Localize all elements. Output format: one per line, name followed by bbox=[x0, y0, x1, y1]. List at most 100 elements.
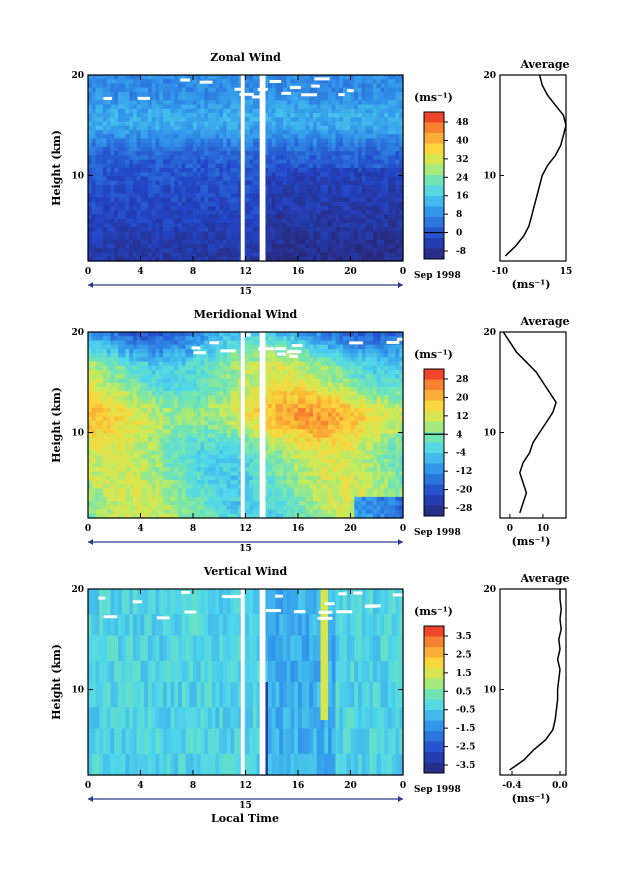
heatmap-cell bbox=[234, 172, 239, 178]
heatmap-cell bbox=[301, 176, 307, 182]
heatmap-cell bbox=[376, 134, 382, 140]
heatmap-cell bbox=[170, 454, 175, 460]
heatmap-cell bbox=[121, 210, 127, 216]
heatmap-cell bbox=[335, 79, 340, 85]
heatmap-cell bbox=[268, 117, 273, 123]
heatmap-cell bbox=[320, 79, 325, 85]
heatmap-cell bbox=[196, 138, 202, 144]
heatmap-cell bbox=[223, 214, 228, 220]
heatmap-cell bbox=[140, 117, 145, 123]
heatmap-cell bbox=[99, 382, 104, 388]
heatmap-cell bbox=[110, 91, 115, 97]
heatmap-cell bbox=[155, 332, 160, 337]
heatmap-cell bbox=[223, 163, 228, 169]
heatmap-cell bbox=[316, 151, 322, 156]
heatmap-cell bbox=[320, 91, 325, 97]
heatmap-cell bbox=[151, 125, 157, 131]
heatmap-cell bbox=[133, 134, 138, 140]
heatmap-cell bbox=[181, 467, 187, 473]
heatmap-cell bbox=[103, 458, 108, 464]
heatmap-cell bbox=[391, 155, 397, 161]
heatmap-cell bbox=[148, 378, 153, 384]
heatmap-cell bbox=[283, 197, 288, 203]
heatmap-cell bbox=[365, 206, 370, 211]
heatmap-cell bbox=[245, 193, 250, 199]
heatmap-cell bbox=[350, 218, 355, 224]
heatmap-cell bbox=[106, 252, 112, 258]
heatmap-cell bbox=[223, 159, 228, 165]
heatmap-cell bbox=[133, 113, 138, 118]
heatmap-cell bbox=[286, 256, 292, 262]
heatmap-cell bbox=[189, 189, 194, 194]
heatmap-cell bbox=[151, 239, 157, 245]
heatmap-cell bbox=[140, 399, 145, 405]
heatmap-cell bbox=[331, 117, 337, 123]
heatmap-cell bbox=[121, 146, 127, 152]
heatmap-cell bbox=[121, 83, 127, 89]
heatmap-cell bbox=[125, 129, 130, 135]
heatmap-cell bbox=[384, 125, 389, 131]
heatmap-cell bbox=[121, 75, 127, 80]
heatmap-cell bbox=[185, 214, 190, 220]
heatmap-cell bbox=[298, 210, 303, 216]
heatmap-cell bbox=[343, 117, 348, 123]
heatmap-cell bbox=[320, 201, 325, 207]
heatmap-cell bbox=[121, 484, 127, 490]
heatmap-cell bbox=[388, 138, 393, 144]
heatmap-cell bbox=[155, 113, 160, 118]
heatmap-cell bbox=[151, 176, 157, 182]
heatmap-cell bbox=[106, 87, 112, 93]
heatmap-cell bbox=[136, 370, 142, 375]
heatmap-cell bbox=[129, 429, 134, 435]
heatmap-cell bbox=[316, 172, 322, 178]
heatmap-cell bbox=[343, 146, 348, 152]
heatmap-cell bbox=[309, 138, 314, 144]
heatmap-cell bbox=[129, 252, 134, 258]
heatmap-cell bbox=[219, 87, 224, 93]
heatmap-cell bbox=[185, 125, 190, 131]
heatmap-cell bbox=[166, 134, 172, 140]
heatmap-cell bbox=[391, 138, 397, 144]
heatmap-cell bbox=[178, 172, 183, 178]
heatmap-cell bbox=[395, 252, 400, 258]
heatmap-cell bbox=[380, 142, 385, 148]
heatmap-cell bbox=[148, 353, 153, 358]
heatmap-cell bbox=[185, 420, 190, 426]
heatmap-cell bbox=[384, 151, 389, 156]
heatmap-cell bbox=[275, 172, 280, 178]
heatmap-cell bbox=[204, 210, 209, 216]
heatmap-cell bbox=[279, 210, 284, 216]
heatmap-cell bbox=[110, 357, 115, 363]
heatmap-cell bbox=[219, 189, 224, 194]
heatmap-cell bbox=[245, 218, 250, 224]
heatmap-cell bbox=[271, 104, 277, 110]
heatmap-cell bbox=[106, 441, 112, 447]
colorbar-frame bbox=[423, 111, 445, 260]
heatmap-cell bbox=[283, 231, 288, 237]
heatmap-cell bbox=[178, 458, 183, 464]
heatmap-cell bbox=[151, 425, 157, 430]
heatmap-cell bbox=[144, 429, 149, 435]
heatmap-cell bbox=[185, 180, 190, 186]
heatmap-cell bbox=[343, 239, 348, 245]
heatmap-cell bbox=[174, 425, 179, 430]
heatmap-cell bbox=[298, 252, 303, 258]
heatmap-cell bbox=[88, 450, 93, 456]
heatmap-cell bbox=[174, 256, 179, 262]
heatmap-cell bbox=[373, 117, 378, 123]
heatmap-cell bbox=[118, 83, 123, 89]
heatmap-cell bbox=[170, 239, 175, 245]
heatmap-cell bbox=[268, 227, 273, 233]
heatmap-cell bbox=[185, 348, 190, 354]
heatmap-cell bbox=[294, 239, 299, 245]
heatmap-cell bbox=[181, 163, 187, 169]
heatmap-cell bbox=[110, 370, 115, 375]
heatmap-cell bbox=[399, 184, 404, 190]
heatmap-cell bbox=[174, 79, 179, 85]
heatmap-cell bbox=[155, 365, 160, 371]
heatmap-cell bbox=[103, 433, 108, 439]
heatmap-cell bbox=[294, 151, 299, 156]
heatmap-cell bbox=[133, 425, 138, 430]
heatmap-cell bbox=[133, 336, 138, 342]
heatmap-cell bbox=[151, 155, 157, 161]
